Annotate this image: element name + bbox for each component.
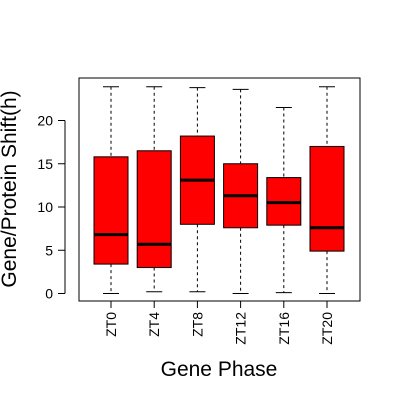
x-tick-label: ZT4 (146, 312, 162, 337)
y-tick-label: 0 (45, 286, 53, 302)
iqr-box (309, 145, 345, 252)
iqr-box (136, 150, 172, 269)
box-ZT0 (93, 86, 129, 294)
box-ZT12 (223, 88, 259, 294)
box-ZT16 (266, 107, 302, 294)
box-ZT8 (179, 87, 215, 293)
x-tick-label: ZT16 (276, 312, 292, 345)
x-tick-label: ZT20 (319, 312, 335, 345)
iqr-box (93, 156, 129, 265)
y-axis: 0 5 10 15 20 (37, 113, 66, 302)
y-tick-label: 15 (37, 156, 53, 172)
y-tick-label: 5 (45, 242, 53, 258)
x-axis-title: Gene Phase (161, 358, 278, 381)
x-tick-label: ZT8 (189, 312, 205, 337)
y-tick-label: 20 (37, 113, 53, 129)
boxes-layer (93, 86, 345, 294)
box-ZT4 (136, 86, 172, 293)
x-tick-label: ZT12 (233, 312, 249, 345)
y-tick-label: 10 (37, 199, 53, 215)
y-axis-title: Gene/Protein Shift(h) (0, 90, 21, 287)
box-ZT20 (309, 86, 345, 294)
x-axis: ZT0 ZT4 ZT8 ZT12 ZT16 ZT20 (103, 300, 335, 345)
x-tick-label: ZT0 (103, 312, 119, 337)
